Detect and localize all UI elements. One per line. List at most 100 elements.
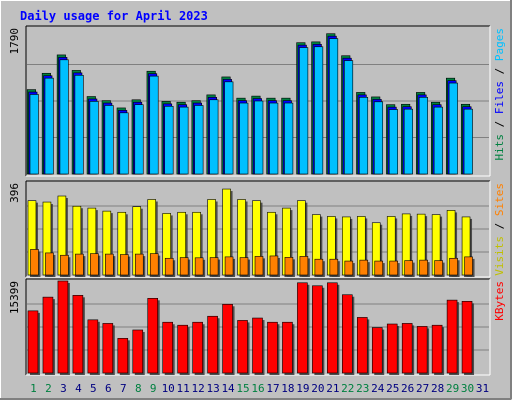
bar-sites (224, 256, 234, 276)
bar-sites (60, 254, 69, 276)
bar-pages (388, 109, 398, 175)
bar-sites (134, 253, 144, 276)
bar-sites (434, 260, 443, 276)
bar-pages (433, 106, 443, 175)
series-axis-label: Hits / Files / Pages (493, 28, 506, 161)
bar-sites (404, 260, 413, 276)
bar-sites (164, 257, 174, 276)
x-tick-label: 17 (266, 382, 279, 395)
series-axis-label-files: Files (493, 81, 506, 114)
bar-pages (224, 81, 234, 175)
bar-sites (374, 260, 384, 276)
bar-sites (269, 255, 279, 276)
bar-pages (89, 101, 99, 175)
bar-kbytes (431, 324, 443, 374)
bar-kbytes (297, 282, 308, 374)
bar-kbytes (267, 321, 278, 374)
x-tick-label: 19 (296, 382, 309, 395)
bar-kbytes (132, 329, 144, 374)
bar-sites (90, 253, 99, 276)
x-tick-label: 25 (386, 382, 399, 395)
bar-kbytes (27, 310, 39, 374)
chart-title: Daily usage for April 2023 (20, 9, 208, 23)
bar-sites (344, 260, 354, 276)
x-tick-label: 4 (75, 382, 82, 395)
x-tick-label: 16 (251, 382, 264, 395)
series-axis-label-sites: Sites (493, 183, 506, 216)
x-tick-label: 2 (45, 382, 52, 395)
series-axis-label-visits: Visits (493, 236, 506, 276)
x-tick-label: 14 (221, 382, 235, 395)
bar-pages (269, 102, 279, 175)
bar-pages (44, 77, 54, 175)
panel-1: 1790 Hits / Files / Pages (8, 25, 506, 177)
bar-pages (194, 105, 204, 175)
bar-pages (179, 106, 189, 175)
x-tick-label: 24 (371, 382, 385, 395)
x-tick-label: 28 (431, 382, 444, 395)
bar-kbytes (117, 338, 129, 374)
bar-pages (284, 102, 294, 175)
bar-pages (29, 94, 39, 175)
bar-kbytes (192, 321, 203, 374)
bar-pages (149, 75, 159, 175)
bar-kbytes (461, 301, 473, 374)
bar-sites (45, 252, 54, 276)
x-tick-label: 6 (105, 382, 112, 395)
bar-pages (418, 97, 428, 175)
bar-sites (179, 257, 189, 276)
panel-2: 396 Visits / Sites (8, 180, 506, 278)
x-tick-label: 13 (206, 382, 219, 395)
x-tick-label: 1 (30, 382, 37, 395)
bar-pages (344, 60, 354, 175)
bar-sites (359, 259, 369, 276)
bar-kbytes (87, 319, 99, 374)
bar-sites (329, 258, 339, 276)
series-axis-label: Visits / Sites (493, 183, 506, 276)
bar-sites (209, 257, 219, 276)
x-tick-label: 5 (90, 382, 97, 395)
bar-sites (254, 256, 264, 276)
series-axis-label: KBytes (493, 281, 506, 321)
x-tick-label: 15 (236, 382, 249, 395)
x-tick-label: 11 (177, 382, 190, 395)
bar-sites (389, 260, 398, 276)
panel-3: 15399 KBytes (8, 278, 506, 376)
bar-kbytes (342, 294, 353, 374)
bar-sites (239, 257, 249, 276)
bar-sites (419, 259, 428, 276)
x-tick-label: 20 (311, 382, 324, 395)
bar-kbytes (177, 324, 188, 374)
bar-sites (194, 257, 204, 276)
y-max-label: 15399 (8, 281, 21, 314)
bar-pages (164, 106, 174, 175)
bar-pages (329, 38, 339, 175)
bar-pages (358, 97, 369, 175)
x-tick-label: 23 (356, 382, 369, 395)
series-axis-label-hits: Hits (493, 134, 506, 161)
bar-pages (403, 108, 413, 175)
bar-kbytes (147, 298, 159, 374)
bar-sites (284, 257, 294, 276)
bar-sites (120, 254, 129, 276)
bar-kbytes (207, 315, 218, 374)
bar-pages (299, 47, 309, 175)
bar-sites (30, 249, 39, 276)
bar-sites (299, 256, 309, 276)
x-tick-label: 30 (461, 382, 474, 395)
bar-kbytes (356, 317, 368, 374)
bar-sites (75, 253, 84, 276)
bar-pages (209, 99, 219, 175)
series-axis-label-kbytes: KBytes (493, 281, 506, 321)
bar-pages (239, 102, 249, 175)
bar-kbytes (371, 327, 383, 374)
bar-kbytes (102, 323, 114, 374)
bar-kbytes (42, 296, 54, 374)
bar-kbytes (162, 321, 173, 374)
x-tick-label: 12 (192, 382, 205, 395)
x-tick-label: 10 (162, 382, 175, 395)
bar-kbytes (416, 326, 428, 374)
bar-sites (314, 258, 324, 276)
x-tick-label: 7 (120, 382, 127, 395)
